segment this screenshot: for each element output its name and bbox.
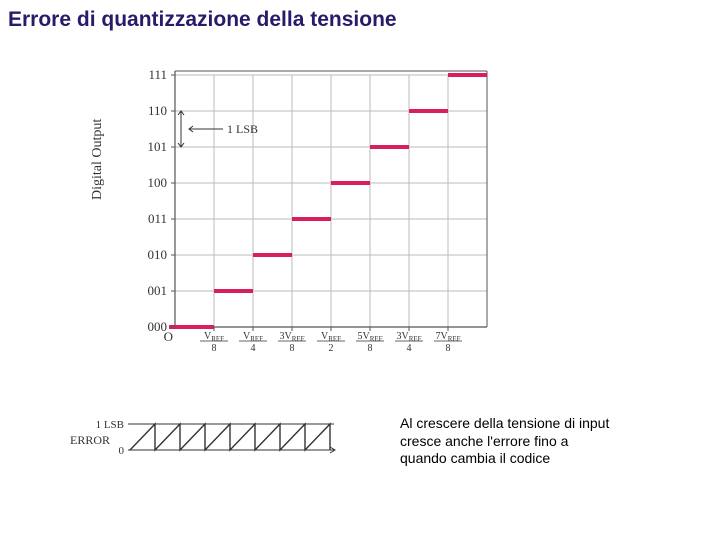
- svg-text:1 LSB: 1 LSB: [227, 122, 258, 136]
- caption-line-1: Al crescere della tensione di input: [400, 415, 609, 431]
- svg-text:110: 110: [148, 103, 167, 118]
- chart-canvas: 000001010011100101110111OVREF8VREF43VREF…: [120, 55, 490, 355]
- page-title: Errore di quantizzazione della tensione: [8, 8, 397, 32]
- quantization-chart: 000001010011100101110111OVREF8VREF43VREF…: [120, 55, 490, 355]
- error-waveform: ERROR 1 LSB 0: [70, 410, 350, 460]
- svg-text:8: 8: [446, 343, 451, 354]
- svg-text:010: 010: [148, 247, 168, 262]
- svg-text:8: 8: [368, 343, 373, 354]
- svg-text:4: 4: [407, 343, 412, 354]
- caption-text: Al crescere della tensione di input cres…: [400, 415, 700, 468]
- caption-line-3: quando cambia il codice: [400, 450, 550, 466]
- caption-line-2: cresce anche l'errore fino a: [400, 433, 568, 449]
- svg-text:100: 100: [148, 175, 168, 190]
- svg-text:2: 2: [329, 343, 334, 354]
- y-axis-title: Digital Output: [90, 119, 106, 200]
- svg-text:8: 8: [290, 343, 295, 354]
- svg-text:1 LSB: 1 LSB: [96, 419, 124, 431]
- svg-text:4: 4: [251, 343, 256, 354]
- svg-text:011: 011: [148, 211, 167, 226]
- svg-text:0: 0: [119, 445, 125, 457]
- svg-text:ERROR: ERROR: [70, 433, 110, 447]
- svg-text:111: 111: [148, 67, 167, 82]
- svg-text:001: 001: [148, 283, 168, 298]
- svg-text:O: O: [164, 329, 173, 344]
- error-canvas: ERROR 1 LSB 0: [70, 410, 350, 460]
- svg-text:8: 8: [212, 343, 217, 354]
- svg-text:101: 101: [148, 139, 168, 154]
